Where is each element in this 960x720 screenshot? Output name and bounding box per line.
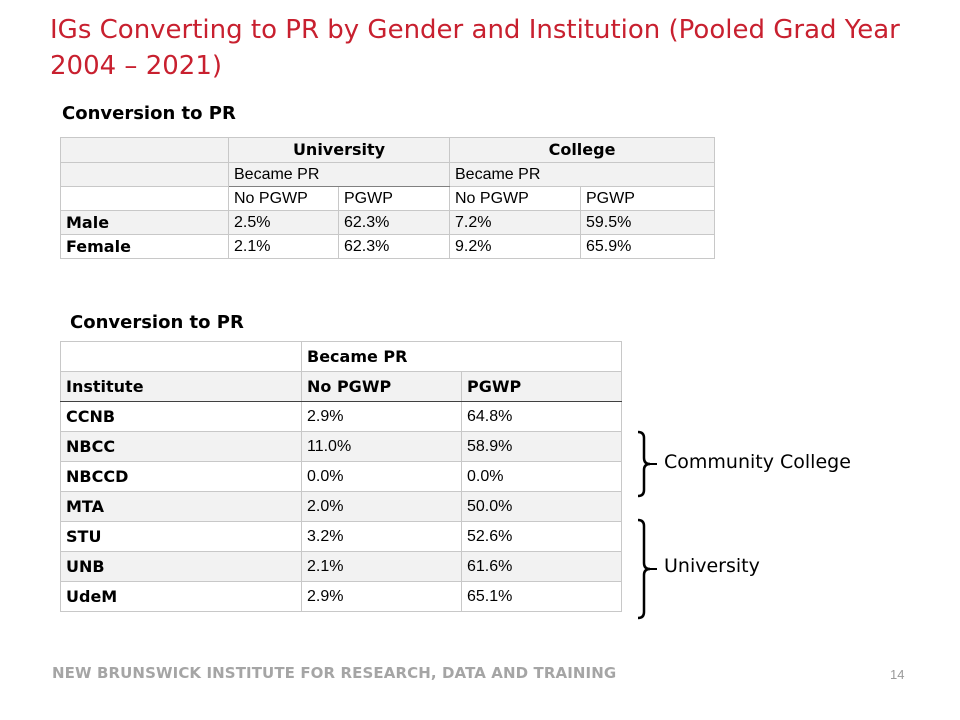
institution-table-header-row: Institute No PGWP PGWP (60, 371, 622, 402)
cell: 64.8% (461, 401, 622, 432)
institute-name: STU (60, 521, 302, 552)
empty-cell (60, 186, 229, 211)
institute-column-header: Institute (60, 371, 302, 402)
institution-table: Became PR Institute No PGWP PGWP CCNB 2.… (60, 341, 622, 612)
page-number: 14 (890, 667, 905, 682)
empty-cell (60, 341, 302, 372)
pgwp-column-header: PGWP (461, 371, 622, 402)
row-label: Male (60, 210, 229, 235)
row-label: Female (60, 234, 229, 259)
university-pgwp-header: PGWP (338, 186, 450, 211)
gender-table-subheader-row: No PGWP PGWP No PGWP PGWP (60, 186, 716, 211)
table-row: STU 3.2% 52.6% (60, 521, 622, 552)
table-row: NBCC 11.0% 58.9% (60, 431, 622, 462)
institute-name: NBCCD (60, 461, 302, 492)
cell: 2.1% (228, 234, 339, 259)
community-college-label: Community College (664, 451, 851, 473)
slide-footer: NEW BRUNSWICK INSTITUTE FOR RESEARCH, DA… (52, 664, 617, 682)
cell: 62.3% (338, 210, 450, 235)
cell: 58.9% (461, 431, 622, 462)
table-row: MTA 2.0% 50.0% (60, 491, 622, 522)
college-group-header: College (448, 137, 716, 163)
university-label: University (664, 555, 760, 577)
slide-title: IGs Converting to PR by Gender and Insti… (50, 15, 900, 81)
cell: 65.9% (579, 234, 716, 259)
college-pgwp-header: PGWP (579, 186, 716, 211)
institute-name: UdeM (60, 581, 302, 612)
cell: 7.2% (449, 210, 581, 235)
gender-table-became-row: Became PR Became PR (60, 162, 716, 187)
institution-table-heading: Conversion to PR (70, 312, 244, 333)
university-bracket-icon (637, 518, 657, 620)
cell: 11.0% (301, 431, 462, 462)
cell: 3.2% (301, 521, 462, 552)
college-no-pgwp-header: No PGWP (449, 186, 581, 211)
cell: 59.5% (579, 210, 716, 235)
table-row: CCNB 2.9% 64.8% (60, 401, 622, 432)
community-college-bracket-icon (637, 430, 657, 498)
empty-cell (60, 162, 229, 187)
institution-table-group-row: Became PR (60, 341, 622, 372)
institute-name: MTA (60, 491, 302, 522)
cell: 2.9% (301, 581, 462, 612)
no-pgwp-column-header: No PGWP (301, 371, 462, 402)
table-row: Female 2.1% 62.3% 9.2% 65.9% (60, 234, 716, 259)
became-pr-header: Became PR (301, 341, 622, 372)
college-became-pr: Became PR (448, 162, 716, 187)
cell: 61.6% (461, 551, 622, 582)
table-row: Male 2.5% 62.3% 7.2% 59.5% (60, 210, 716, 235)
gender-table: University College Became PR Became PR N… (60, 137, 716, 259)
cell: 0.0% (461, 461, 622, 492)
cell: 2.5% (228, 210, 339, 235)
institute-name: UNB (60, 551, 302, 582)
cell: 62.3% (338, 234, 450, 259)
cell: 52.6% (461, 521, 622, 552)
cell: 0.0% (301, 461, 462, 492)
cell: 65.1% (461, 581, 622, 612)
university-became-pr: Became PR (228, 162, 450, 187)
institute-name: CCNB (60, 401, 302, 432)
cell: 2.0% (301, 491, 462, 522)
university-group-header: University (228, 137, 450, 163)
gender-table-group-row: University College (60, 137, 716, 163)
table-row: UdeM 2.9% 65.1% (60, 581, 622, 612)
institute-name: NBCC (60, 431, 302, 462)
cell: 50.0% (461, 491, 622, 522)
gender-table-heading: Conversion to PR (62, 103, 236, 124)
table-row: UNB 2.1% 61.6% (60, 551, 622, 582)
table-row: NBCCD 0.0% 0.0% (60, 461, 622, 492)
cell: 2.1% (301, 551, 462, 582)
cell: 9.2% (449, 234, 581, 259)
university-no-pgwp-header: No PGWP (228, 186, 339, 211)
cell: 2.9% (301, 401, 462, 432)
empty-cell (60, 137, 229, 163)
